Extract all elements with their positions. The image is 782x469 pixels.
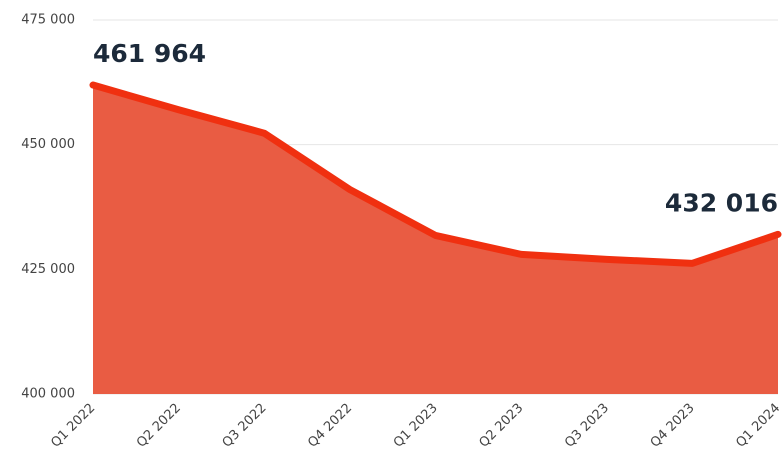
x-tick-label: Q4 2022 [305,401,355,451]
area [93,85,778,394]
y-tick-label: 425 000 [21,262,75,277]
y-tick-label: 450 000 [21,137,75,152]
data-label: 432 016 [665,188,778,217]
x-tick-label: Q1 2022 [48,401,98,451]
x-tick-label: Q3 2023 [562,401,612,451]
x-tick-label: Q4 2023 [648,401,698,451]
x-tick-label: Q2 2023 [476,401,526,451]
data-label: 461 964 [93,39,206,68]
x-tick-label: Q1 2023 [391,401,441,451]
line [89,81,782,267]
x-tick-label: Q1 2024 [733,401,782,451]
y-tick-label: 400 000 [21,387,75,402]
x-tick-label: Q2 2022 [134,401,184,451]
y-tick-label: 475 000 [21,13,75,28]
x-tick-label: Q3 2022 [220,401,270,451]
